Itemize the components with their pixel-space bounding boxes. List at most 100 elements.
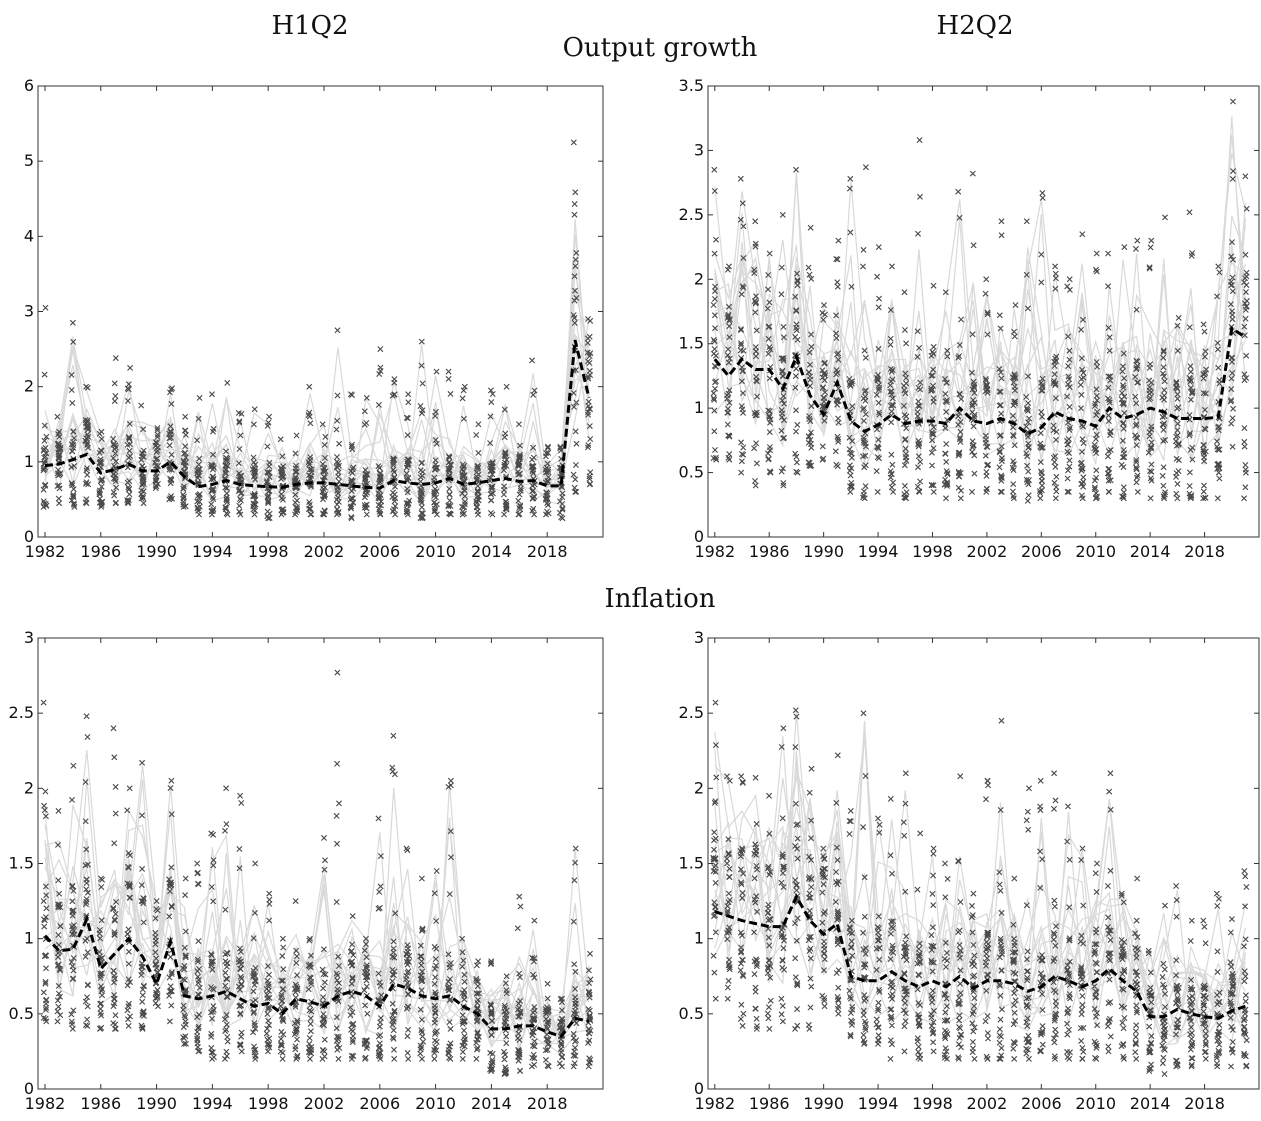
forecast-point: [997, 1016, 1004, 1023]
forecast-point: [861, 913, 868, 920]
forecast-point: [725, 899, 732, 906]
forecast-point: [1173, 1000, 1180, 1007]
forecast-point: [154, 481, 161, 487]
forecast-point: [778, 995, 785, 1002]
forecast-point: [389, 508, 396, 515]
forecast-point: [1133, 459, 1140, 466]
forecast-point: [152, 439, 159, 446]
forecast-point: [1242, 998, 1249, 1005]
forecast-point: [571, 403, 577, 410]
forecast-point: [792, 843, 799, 849]
forecast-point: [349, 913, 356, 920]
forecast-point: [1162, 902, 1168, 909]
forecast-point: [903, 944, 910, 951]
forecast-point: [488, 497, 494, 504]
forecast-point: [1241, 868, 1248, 874]
forecast-point: [305, 1049, 312, 1055]
forecast-point: [780, 865, 787, 872]
forecast-point: [139, 481, 146, 488]
forecast-point: [779, 1018, 786, 1025]
forecast-point: [208, 951, 215, 957]
forecast-point: [984, 1013, 991, 1019]
forecast-point: [459, 949, 466, 956]
forecast-point: [1094, 408, 1101, 415]
forecast-point: [55, 990, 62, 997]
forecast-point: [542, 466, 549, 473]
forecast-point: [155, 1003, 161, 1010]
forecast-point: [279, 509, 286, 516]
forecast-point: [543, 1008, 550, 1015]
forecast-point: [726, 432, 733, 439]
forecast-point: [97, 459, 103, 466]
forecast-point: [1079, 1055, 1086, 1062]
forecast-point: [860, 246, 867, 253]
forecast-point: [82, 818, 89, 825]
forecast-point: [349, 470, 356, 476]
forecast-point: [41, 446, 48, 453]
forecast-point: [996, 869, 1003, 876]
forecast-point: [833, 869, 840, 875]
forecast-point: [1202, 406, 1208, 413]
forecast-point: [1242, 992, 1249, 999]
forecast-point: [737, 326, 744, 333]
forecast-point: [278, 991, 285, 998]
x-tick-label: 2018: [1184, 542, 1225, 561]
forecast-point: [419, 1055, 425, 1062]
forecast-point: [1160, 426, 1167, 433]
forecast-point: [1173, 972, 1180, 979]
forecast-point: [930, 382, 936, 389]
forecast-point: [1066, 384, 1073, 391]
forecast-point: [168, 1002, 175, 1009]
forecast-point: [389, 1034, 396, 1041]
forecast-point: [753, 893, 760, 900]
forecast-point: [955, 1001, 962, 1008]
forecast-point: [739, 200, 746, 207]
forecast-point: [766, 375, 773, 382]
forecast-point: [194, 860, 201, 867]
forecast-point: [391, 379, 398, 386]
forecast-point: [1173, 380, 1180, 387]
forecast-point: [1093, 412, 1100, 419]
forecast-point: [1039, 991, 1046, 998]
forecast-point: [559, 1024, 566, 1031]
forecast-point: [84, 465, 90, 472]
forecast-point: [586, 1037, 593, 1044]
y-tick-label: 3: [24, 628, 34, 647]
forecast-point: [888, 484, 895, 491]
forecast-point: [915, 441, 922, 448]
forecast-point: [944, 353, 951, 360]
forecast-point: [778, 291, 785, 298]
forecast-point: [765, 917, 772, 924]
forecast-point: [250, 473, 257, 480]
forecast-point: [278, 977, 285, 984]
forecast-point: [1147, 468, 1153, 475]
forecast-point: [210, 507, 217, 514]
forecast-point: [1080, 316, 1086, 323]
forecast-point: [391, 954, 398, 961]
forecast-point: [1202, 348, 1209, 355]
forecast-point: [127, 364, 134, 371]
forecast-point: [445, 375, 452, 382]
forecast-point: [997, 1055, 1004, 1062]
forecast-point: [571, 297, 578, 304]
forecast-point: [503, 1015, 510, 1022]
forecast-point: [1023, 902, 1030, 909]
forecast-point: [752, 243, 759, 250]
forecast-point: [929, 372, 936, 379]
forecast-point: [1229, 274, 1236, 281]
column-title-h2q2: H2Q2: [936, 11, 1013, 41]
forecast-point: [848, 465, 855, 472]
forecast-point: [740, 284, 747, 291]
forecast-point: [237, 1041, 244, 1048]
forecast-point: [1216, 1041, 1223, 1048]
forecast-point: [887, 341, 894, 348]
forecast-point: [888, 470, 895, 477]
forecast-point: [807, 224, 814, 231]
forecast-point: [1241, 495, 1248, 502]
forecast-point: [765, 272, 772, 278]
forecast-point: [459, 1042, 466, 1049]
forecast-point: [1229, 239, 1235, 246]
forecast-point: [766, 942, 773, 949]
forecast-point: [834, 938, 841, 945]
forecast-point: [238, 1033, 245, 1040]
